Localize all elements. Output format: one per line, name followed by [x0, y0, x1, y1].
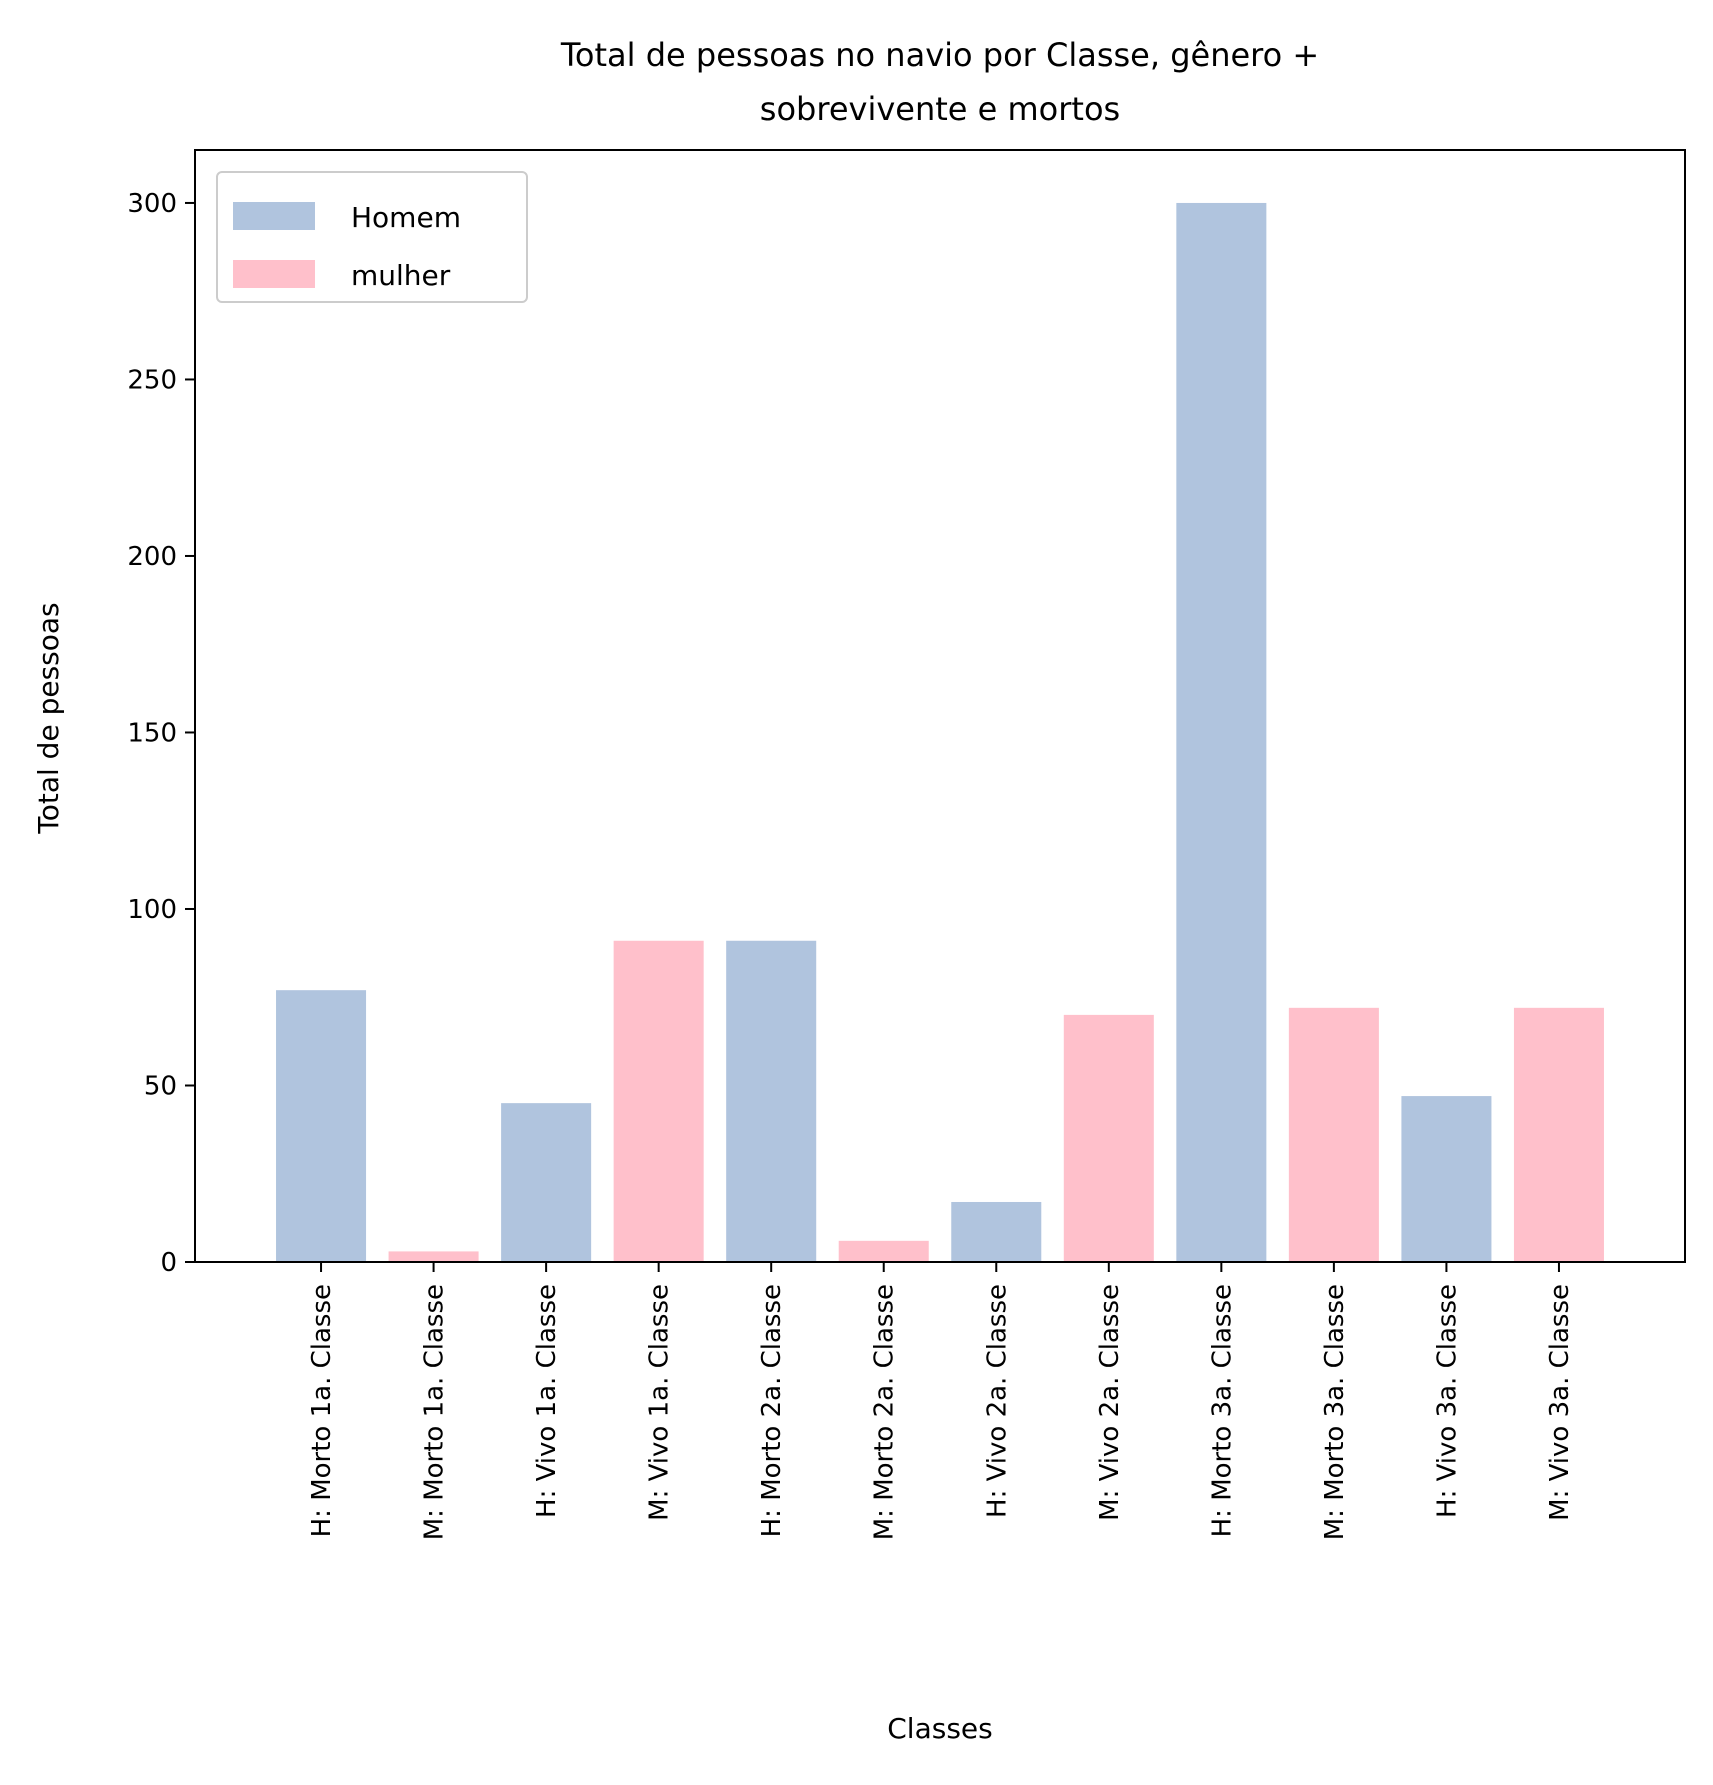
y-tick-label-4: 200 — [127, 542, 177, 572]
x-tick-label-9: M: Morto 3a. Classe — [1320, 1284, 1350, 1540]
bar-0 — [276, 990, 367, 1262]
x-tick-label-11: M: Vivo 3a. Classe — [1545, 1284, 1575, 1521]
bar-7 — [1063, 1014, 1154, 1262]
x-axis: H: Morto 1a. Classe M: Morto 1a. Classe H:… — [307, 1262, 1575, 1540]
y-tick-label-3: 150 — [127, 718, 177, 748]
legend-label-0: Homem — [351, 201, 461, 234]
chart-title: Total de pessoas no navio por Classe, gê… — [560, 36, 1319, 128]
chart-title-line-1: Total de pessoas no navio por Classe, gê… — [560, 36, 1319, 74]
legend-swatch-1 — [233, 260, 315, 288]
bar-11 — [1513, 1007, 1604, 1262]
x-tick-label-1: M: Morto 1a. Classe — [420, 1284, 450, 1540]
legend-label-1: mulher — [351, 259, 451, 292]
bar-8 — [1176, 202, 1267, 1262]
bar-1 — [388, 1251, 479, 1262]
y-tick-label-6: 300 — [127, 189, 177, 219]
y-tick-label-2: 100 — [127, 895, 177, 925]
x-tick-label-2: H: Vivo 1a. Classe — [532, 1284, 562, 1518]
x-tick-label-6: H: Vivo 2a. Classe — [982, 1284, 1012, 1518]
bar-5 — [838, 1240, 929, 1262]
y-tick-label-5: 250 — [127, 365, 177, 395]
y-axis-label: Total de pessoas — [32, 602, 65, 834]
x-tick-label-7: M: Vivo 2a. Classe — [1095, 1284, 1125, 1521]
x-tick-label-10: H: Vivo 3a. Classe — [1432, 1284, 1462, 1518]
bar-6 — [951, 1201, 1042, 1262]
x-tick-label-5: M: Morto 2a. Classe — [870, 1284, 900, 1540]
bar-10 — [1401, 1096, 1492, 1262]
y-tick-label-1: 50 — [144, 1071, 177, 1101]
x-tick-label-4: H: Morto 2a. Classe — [757, 1284, 787, 1537]
x-tick-label-0: H: Morto 1a. Classe — [307, 1284, 337, 1537]
bar-9 — [1288, 1007, 1379, 1262]
bar-2 — [501, 1103, 592, 1262]
legend: Homem mulher — [216, 171, 528, 303]
chart-title-line-2: sobrevivente e mortos — [760, 90, 1120, 128]
plot-frame — [194, 149, 1686, 1263]
x-tick-label-3: M: Vivo 1a. Classe — [645, 1284, 675, 1521]
bars-group — [276, 202, 1604, 1262]
x-axis-label: Classes — [887, 1712, 992, 1745]
legend-swatch-0 — [233, 202, 315, 230]
bar-3 — [613, 940, 704, 1262]
bar-4 — [726, 940, 817, 1262]
x-tick-label-8: H: Morto 3a. Classe — [1207, 1284, 1237, 1537]
y-tick-label-0: 0 — [160, 1248, 177, 1278]
y-axis: 0 50 100 150 200 250 300 — [127, 189, 195, 1278]
